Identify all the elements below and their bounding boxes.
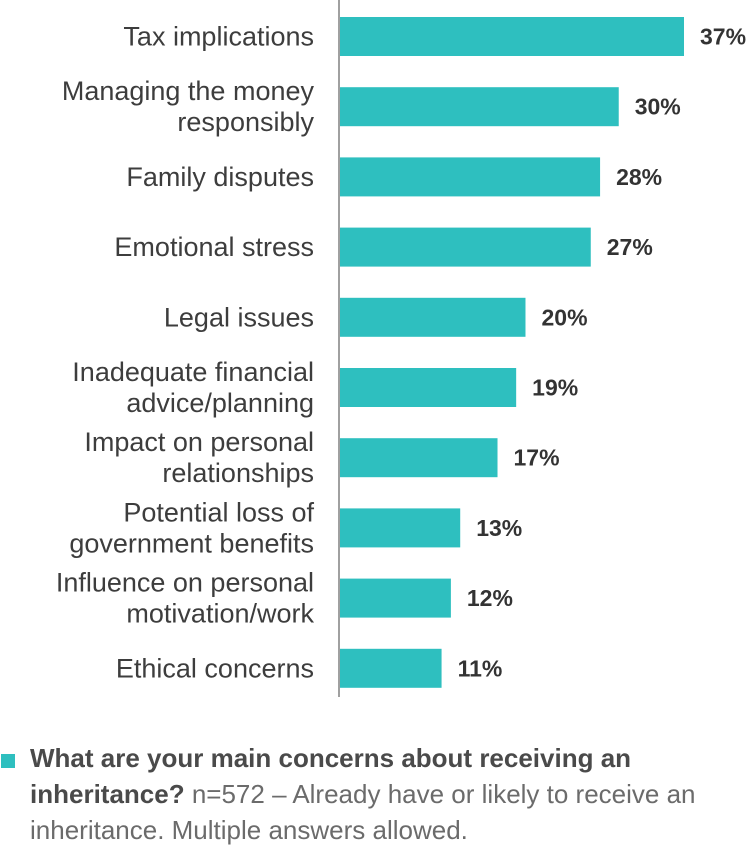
- category-label-line: Emotional stress: [114, 232, 314, 262]
- value-label-4: 27%: [607, 234, 653, 260]
- category-label-line: government benefits: [69, 528, 314, 558]
- category-label-line: advice/planning: [126, 388, 314, 418]
- value-label-2: 30%: [635, 94, 681, 120]
- caption-text: What are your main concerns about receiv…: [30, 740, 730, 848]
- category-label-line: responsibly: [177, 107, 314, 137]
- category-label-10: Ethical concerns: [116, 653, 314, 683]
- category-label-line: Potential loss of: [123, 497, 314, 527]
- bar-9: [339, 578, 451, 618]
- value-label-6: 19%: [532, 375, 578, 401]
- category-label-line: Legal issues: [164, 302, 314, 332]
- category-label-line: Managing the money: [62, 76, 315, 106]
- bar-4: [339, 227, 591, 267]
- category-label-3: Family disputes: [126, 162, 314, 192]
- category-label-1: Tax implications: [123, 22, 314, 52]
- bar-5: [339, 297, 526, 337]
- bar-8: [339, 508, 461, 548]
- bar-6: [339, 368, 517, 407]
- survey-note: n=572 – Already have or likely to receiv…: [30, 779, 696, 845]
- category-label-7: Impact on personal relationships: [84, 427, 314, 488]
- category-label-6: Inadequate financial advice/planning: [72, 357, 314, 418]
- value-label-9: 12%: [467, 585, 513, 611]
- value-label-8: 13%: [476, 515, 522, 541]
- value-label-5: 20%: [541, 304, 587, 330]
- value-label-1: 37%: [700, 24, 746, 50]
- bar-1: [339, 17, 684, 56]
- value-label-3: 28%: [616, 164, 662, 190]
- category-label-8: Potential loss of government benefits: [69, 497, 314, 558]
- value-label-7: 17%: [514, 445, 560, 471]
- category-label-line: Ethical concerns: [116, 653, 314, 683]
- category-label-line: relationships: [162, 458, 314, 488]
- category-label-2: Managing the money responsibly: [62, 76, 315, 137]
- category-label-line: Inadequate financial: [72, 357, 314, 387]
- bar-10: [339, 648, 442, 688]
- category-label-line: Impact on personal: [84, 427, 314, 457]
- category-label-line: Family disputes: [126, 162, 314, 192]
- category-label-4: Emotional stress: [114, 232, 314, 262]
- category-label-line: Influence on personal: [56, 568, 314, 598]
- category-label-line: motivation/work: [126, 599, 314, 629]
- bar-3: [339, 157, 601, 197]
- bar-7: [339, 438, 498, 478]
- value-label-10: 11%: [458, 655, 503, 681]
- bar-chart: 37% Tax implications 30% Managing the money…: [56, 0, 746, 697]
- survey-question: What are your main concerns about receiv…: [30, 743, 632, 809]
- category-label-9: Influence on personal motivation/work: [56, 568, 315, 629]
- category-label-line: Tax implications: [123, 22, 314, 52]
- category-label-5: Legal issues: [164, 302, 314, 332]
- legend-swatch: [1, 754, 15, 768]
- bar-2: [339, 87, 619, 127]
